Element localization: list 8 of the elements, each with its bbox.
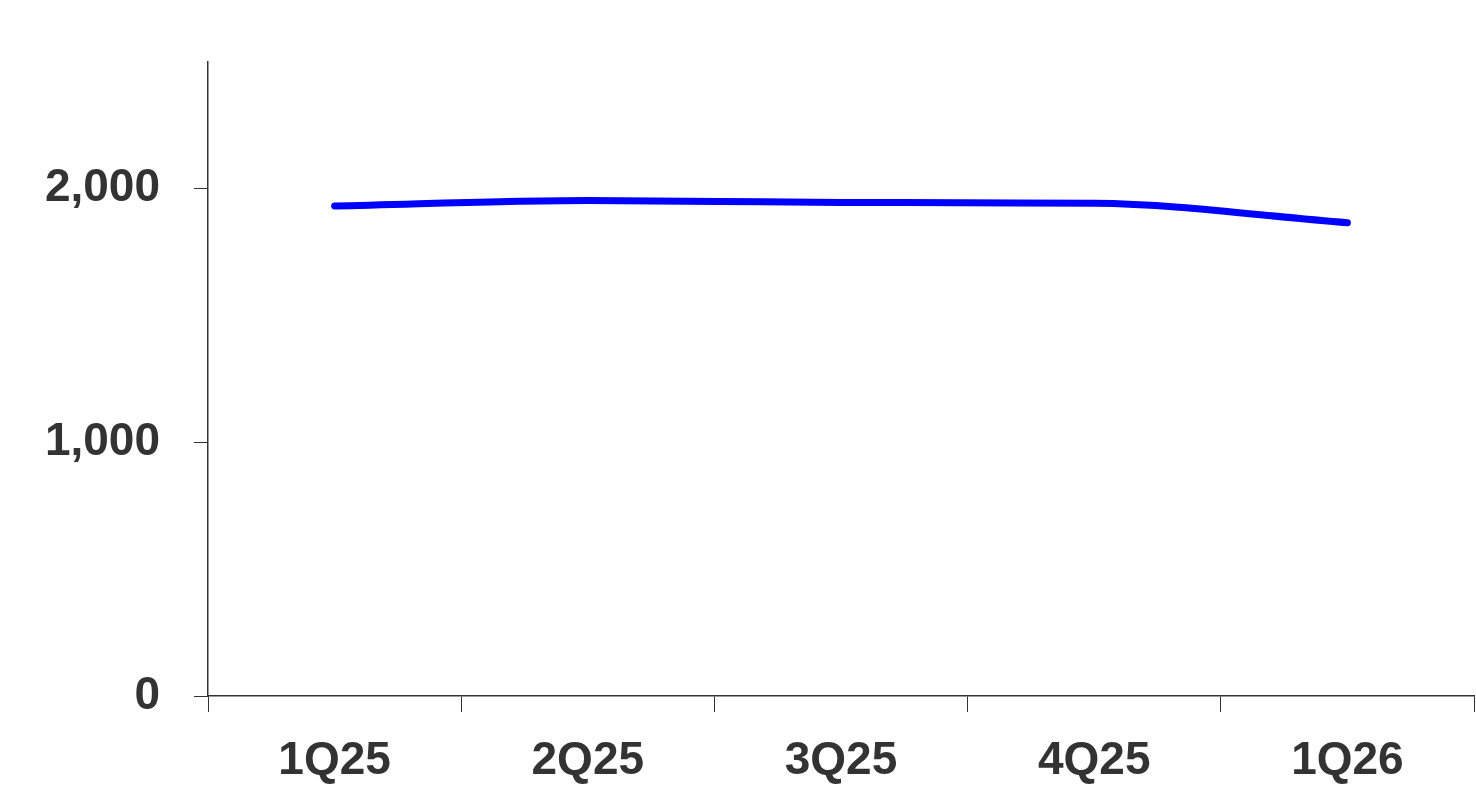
x-tick-label: 1Q26 — [1291, 732, 1404, 785]
y-tick-label: 0 — [134, 666, 160, 719]
x-tick-label: 3Q25 — [784, 732, 898, 785]
y-tick-label: 2,000 — [44, 159, 160, 212]
x-tick-label: 2Q25 — [531, 732, 645, 785]
x-tick-label: 1Q25 — [278, 732, 391, 785]
x-tick-label: 4Q25 — [1037, 732, 1151, 785]
y-tick-label: 1,000 — [44, 412, 160, 465]
